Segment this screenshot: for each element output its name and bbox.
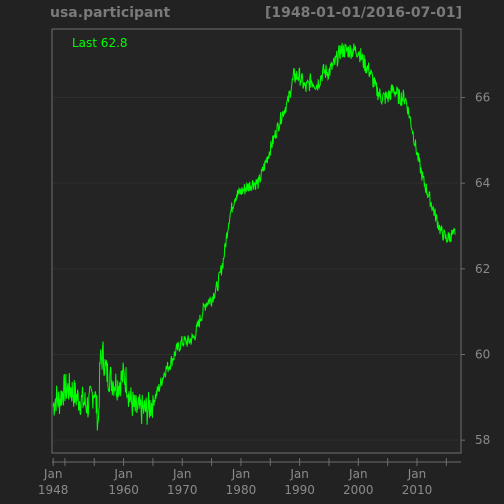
- x-tick-label-year: 2010: [402, 483, 433, 497]
- y-tick-label: 62: [475, 262, 490, 276]
- x-tick-label-month: Jan: [348, 467, 368, 481]
- x-tick-label-month: Jan: [231, 467, 251, 481]
- y-tick-label: 64: [475, 176, 490, 190]
- x-tick-label-month: Jan: [113, 467, 133, 481]
- y-tick-label: 66: [475, 91, 490, 105]
- x-tick-label-year: 1970: [167, 483, 198, 497]
- x-tick-label-year: 2000: [343, 483, 374, 497]
- x-tick-label-month: Jan: [407, 467, 427, 481]
- y-axis: 58 60 62 64 66: [461, 91, 490, 448]
- x-axis: Jan 1948 Jan 1960 Jan 1970 Jan 1980 Jan 1990 Jan 20…: [38, 458, 461, 497]
- x-tick-label-month: Jan: [43, 467, 63, 481]
- last-value-label: Last 62.8: [72, 36, 128, 50]
- x-tick-label-month: Jan: [289, 467, 309, 481]
- x-tick-label-month: Jan: [172, 467, 192, 481]
- x-tick-label-year: 1980: [226, 483, 257, 497]
- x-tick-label-year: 1990: [284, 483, 315, 497]
- x-tick-label-year: 1960: [108, 483, 139, 497]
- x-tick-label-year: 1948: [38, 483, 69, 497]
- y-tick-label: 58: [475, 433, 490, 447]
- y-tick-label: 60: [475, 347, 490, 361]
